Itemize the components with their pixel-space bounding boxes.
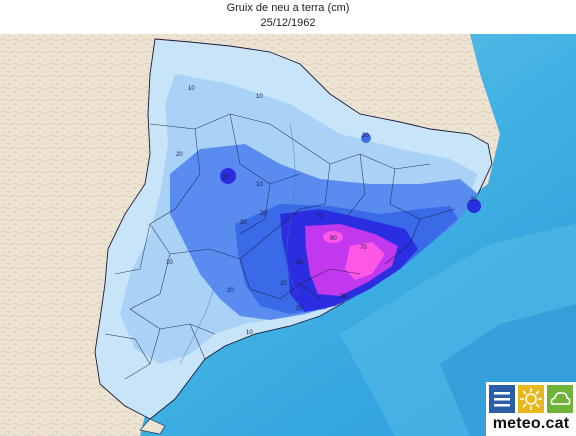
contour-label: 20: [362, 133, 369, 139]
snow-depth-map: 10 10 20 20 10 20 20 20 20 70 90 70 10 2…: [0, 34, 576, 436]
contour-label: 20: [280, 281, 287, 287]
map-svg: 10 10 20 20 10 20 20 20 20 70 90 70 10 2…: [0, 34, 576, 436]
logo-text: meteo.cat: [492, 415, 570, 432]
contour-label: 70: [360, 245, 367, 251]
logo-icons: [489, 385, 573, 413]
title-block: Gruix de neu a terra (cm) 25/12/1962: [0, 0, 576, 34]
contour-label: 20: [240, 220, 247, 226]
contour-label: 10: [256, 94, 263, 100]
wind-lines-icon: [489, 385, 515, 413]
snow-core-90cm-a: [323, 231, 343, 243]
cloud-icon: [547, 385, 573, 413]
snow-spot-west: [220, 168, 236, 184]
snow-core-90cm-b: [345, 242, 385, 280]
meteocat-logo: meteo.cat: [486, 382, 576, 436]
contour-label: 10: [256, 182, 263, 188]
contour-label: 20: [176, 152, 183, 158]
map-date: 25/12/1962: [260, 17, 316, 29]
contour-label: 10: [246, 330, 253, 336]
contour-label: 30: [296, 260, 303, 266]
contour-label: 70: [316, 214, 323, 220]
contour-label: 10: [166, 260, 173, 266]
contour-label: 90: [330, 236, 337, 242]
sun-icon: [518, 385, 544, 413]
map-title: Gruix de neu a terra (cm): [226, 2, 350, 14]
contour-labels: 10 10 20 20 10 20 20 20 20 70 90 70 10 2…: [166, 86, 477, 336]
snow-spot-east: [467, 199, 481, 213]
contour-label: 10: [188, 86, 195, 92]
contour-label: 20: [470, 197, 477, 203]
contour-label: 30: [340, 294, 347, 300]
contour-label: 20: [222, 175, 229, 181]
contour-label: 20: [260, 211, 267, 217]
contour-label: 20: [296, 306, 303, 312]
contour-label: 20: [227, 288, 234, 294]
comarca-borders: [104, 113, 456, 380]
ebro-delta: [139, 418, 166, 435]
rivers: [179, 123, 301, 365]
snow-spot-northeast: [361, 133, 371, 143]
